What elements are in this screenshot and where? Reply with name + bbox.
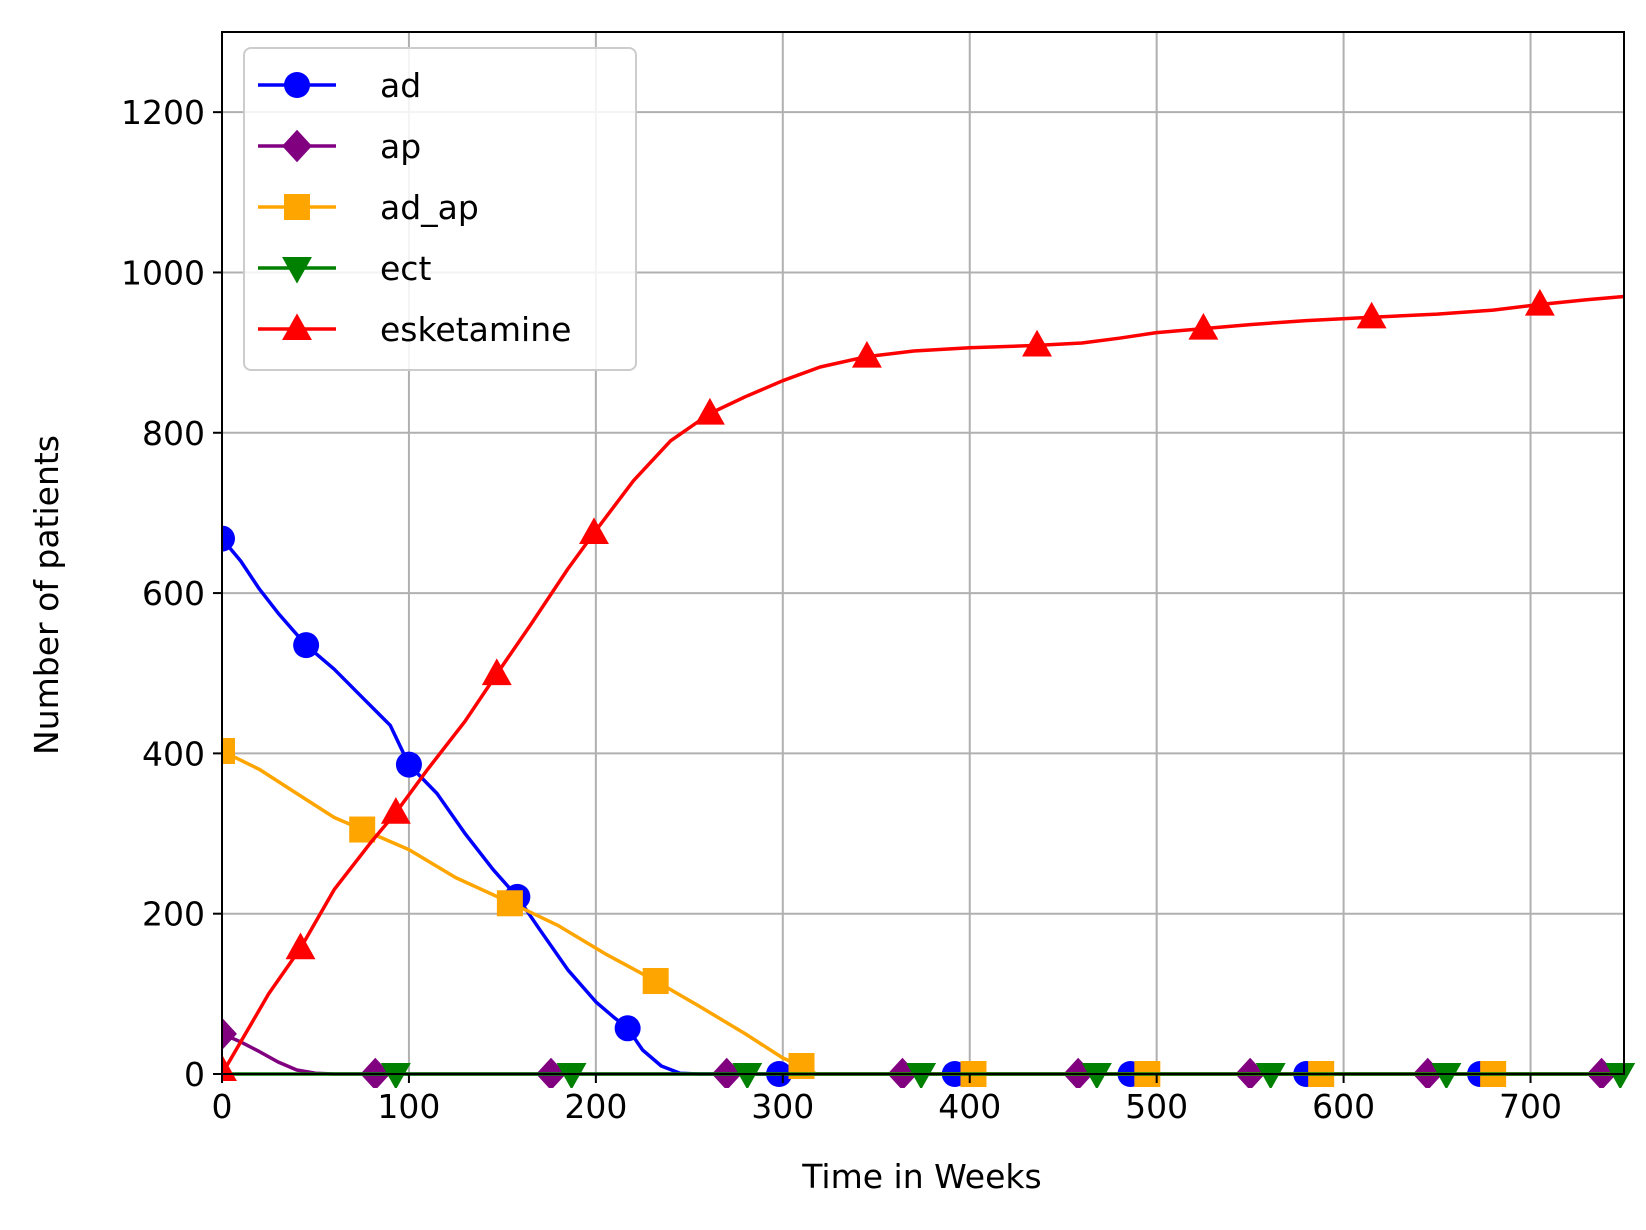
legend-entry-ad_ap: ad_ap	[258, 188, 479, 227]
x-axis-label: Time in Weeks	[801, 1157, 1041, 1196]
y-tick-label: 200	[142, 895, 205, 934]
data-point-esketamine	[851, 341, 882, 368]
legend-entry-esketamine: esketamine	[258, 310, 571, 349]
data-point-esketamine	[1524, 288, 1555, 316]
legend-label-ect: ect	[380, 249, 431, 288]
data-point-esketamine	[1022, 329, 1052, 357]
x-tick-label: 700	[1499, 1087, 1562, 1126]
data-point-ad	[222, 525, 235, 552]
legend-marker-esketamine	[282, 313, 312, 341]
legend-label-esketamine: esketamine	[380, 310, 571, 349]
x-tick-label: 400	[938, 1087, 1001, 1126]
y-axis-label: Number of patients	[27, 435, 66, 755]
data-point-ad_ap	[222, 737, 235, 764]
plot-frame	[221, 31, 1625, 1075]
data-point-esketamine	[285, 932, 316, 960]
legend-marker-ect	[282, 256, 312, 284]
series-line-ad	[222, 537, 1624, 1076]
data-point-ect	[732, 1062, 763, 1088]
data-point-ect	[380, 1062, 411, 1088]
data-point-ad	[614, 1015, 641, 1042]
y-tick-label: 600	[142, 574, 205, 613]
data-point-ect	[1081, 1062, 1112, 1088]
y-tick-label: 400	[142, 734, 205, 773]
legend-marker-ad_ap	[284, 194, 310, 220]
data-point-esketamine	[481, 658, 512, 686]
data-point-esketamine	[1356, 301, 1387, 329]
y-tick-label: 1000	[121, 253, 205, 292]
legend-label-ad: ad	[380, 66, 421, 105]
legend-box	[243, 47, 637, 371]
legend-entry-ap: ap	[258, 127, 421, 166]
legend-label-ap: ap	[380, 127, 421, 166]
legend-marker-ap	[282, 129, 312, 163]
y-tick-label: 1200	[121, 93, 205, 132]
legend-entry-ect: ect	[258, 249, 431, 288]
data-point-esketamine	[694, 397, 725, 425]
data-point-esketamine	[579, 517, 609, 545]
data-point-ad_ap	[642, 968, 669, 995]
data-point-esketamine	[380, 797, 411, 824]
legend-label-ad_ap: ad_ap	[380, 188, 479, 227]
data-point-ad	[293, 632, 320, 659]
x-tick-label: 200	[564, 1087, 627, 1126]
x-tick-label: 500	[1125, 1087, 1188, 1126]
data-point-ect	[1605, 1062, 1636, 1088]
data-point-esketamine	[1188, 312, 1219, 340]
x-tick-label: 0	[212, 1087, 233, 1126]
data-point-ect	[1431, 1062, 1462, 1088]
data-point-ap	[222, 1017, 237, 1051]
axes	[213, 31, 1625, 1083]
data-point-ad_ap	[496, 890, 523, 917]
data-point-ect	[556, 1062, 587, 1088]
legend-marker-ad	[284, 72, 310, 98]
tick-labels: 0 100 200 300 400 500 600 700 0 200 400 600 800 1000 1…	[121, 93, 1562, 1126]
x-tick-label: 300	[751, 1087, 814, 1126]
data-point-ect	[906, 1062, 937, 1088]
y-tick-label: 0	[184, 1055, 205, 1094]
y-tick-label: 800	[142, 414, 205, 453]
data-point-ad_ap	[349, 816, 376, 843]
x-tick-label: 100	[377, 1087, 440, 1126]
data-point-ad	[395, 751, 422, 778]
series-esketamine	[222, 288, 1625, 1082]
data-point-ect	[1255, 1062, 1286, 1088]
legend-entry-ad: ad	[258, 66, 421, 105]
x-tick-label: 600	[1312, 1087, 1375, 1126]
